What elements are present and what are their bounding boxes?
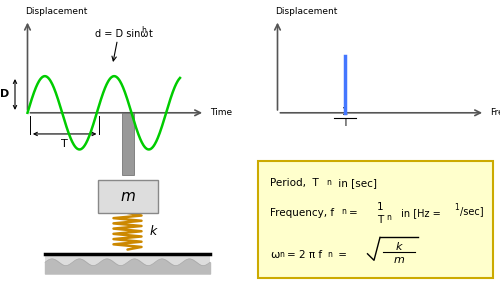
Text: t: t [149, 29, 153, 39]
Text: n: n [328, 250, 332, 259]
Text: Displacement: Displacement [25, 7, 88, 16]
Text: 1: 1 [376, 202, 384, 212]
Text: D: D [0, 89, 10, 100]
Text: k: k [396, 242, 402, 252]
Text: n: n [279, 250, 284, 259]
Text: Frequency, f: Frequency, f [270, 208, 334, 218]
Text: m: m [394, 255, 404, 265]
Text: = 2 π f: = 2 π f [286, 250, 322, 260]
Text: /sec]: /sec] [460, 206, 484, 217]
Text: Displacement: Displacement [275, 7, 338, 16]
Bar [45, 254, 210, 269]
Text: k: k [150, 225, 157, 238]
Text: n: n [341, 207, 346, 216]
Text: m: m [120, 189, 135, 204]
Text: d = D sinω: d = D sinω [95, 29, 148, 39]
Text: T: T [342, 118, 348, 128]
Text: in [Hz =: in [Hz = [398, 208, 444, 218]
Text: 1: 1 [454, 203, 459, 212]
Text: ω: ω [270, 250, 280, 260]
Bar [98, 180, 158, 213]
Bar [122, 113, 134, 175]
Text: n: n [386, 213, 392, 222]
Text: T: T [62, 139, 68, 149]
Text: =: = [335, 250, 350, 260]
Text: Frequency: Frequency [490, 108, 500, 117]
Text: Time: Time [210, 108, 232, 117]
Text: Period,  T: Period, T [270, 178, 319, 188]
Text: in [sec]: in [sec] [335, 178, 377, 188]
Text: 1: 1 [342, 107, 348, 117]
Text: T: T [377, 215, 383, 225]
FancyBboxPatch shape [258, 161, 492, 278]
Text: =: = [348, 208, 358, 218]
Text: n: n [326, 178, 332, 187]
Text: h: h [142, 26, 146, 35]
